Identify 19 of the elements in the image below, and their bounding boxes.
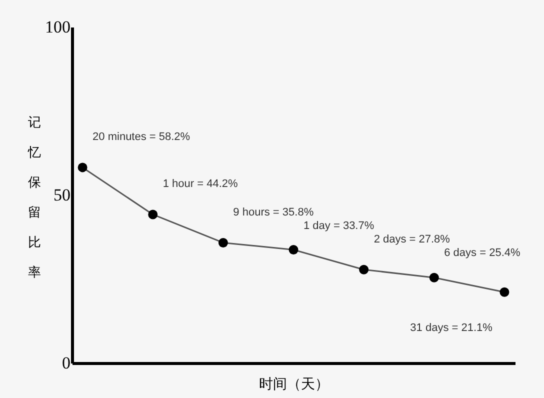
annotation: 1 hour = 44.2% [162, 178, 238, 190]
point [500, 287, 510, 297]
annotation: 20 minutes = 58.2% [92, 131, 190, 144]
x-axis-title: 时间（天） [259, 376, 329, 392]
annotation: 6 days = 25.4% [444, 246, 520, 259]
point [148, 210, 158, 220]
annotation: 31 days = 21.1% [410, 322, 493, 334]
point [218, 238, 228, 248]
y-tick-label: 100 [45, 18, 70, 36]
point [359, 264, 369, 274]
annotation: 2 days = 27.8% [374, 233, 450, 246]
annotation: 1 day = 33.7% [304, 220, 374, 232]
point [78, 162, 88, 172]
point [288, 245, 298, 254]
annotation: 9 hours = 35.8% [233, 206, 314, 218]
point [429, 272, 439, 282]
y-tick-label: 0 [62, 354, 70, 372]
y-tick-label: 50 [54, 186, 70, 204]
y-axis-title: 记忆保留比率 [27, 116, 41, 280]
